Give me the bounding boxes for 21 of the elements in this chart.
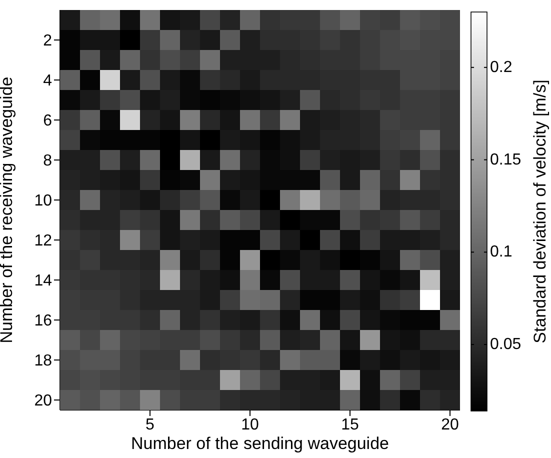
y-tick-label: 16 [34,312,52,330]
color-bar-label: 0.1 [490,244,512,261]
x-tick-label: 5 [146,416,155,434]
x-tick-label: 20 [441,416,459,434]
y-tick-label: 8 [43,152,52,170]
x-tick-label: 10 [241,416,259,434]
color-bar-label: 0.05 [490,336,522,353]
color-bar-label: 0.2 [490,58,512,76]
y-tick-label: 6 [43,112,52,130]
y-axis-title: Number of the receiving waveguide [0,76,16,344]
y-tick-label: 14 [34,272,52,290]
y-tick-label: 18 [34,352,52,370]
color-bar-title: Standard deviation of velocity [m/s] [530,80,550,344]
y-tick-label: 12 [34,232,52,250]
x-axis-title: Number of the sending waveguide [131,434,389,453]
color-bar-label: 0.15 [490,151,522,168]
x-tick-label: 15 [341,416,359,434]
y-tick-label: 2 [43,32,52,50]
y-tick-label: 10 [34,192,52,210]
y-tick-label: 4 [43,72,52,90]
y-tick-label: 20 [34,392,52,410]
